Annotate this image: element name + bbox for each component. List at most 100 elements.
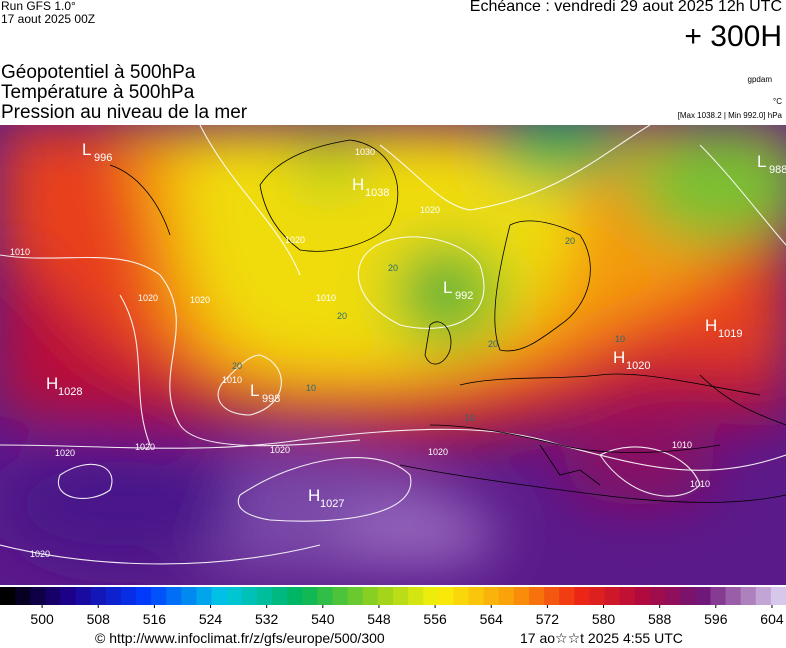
temperature-label: 10 xyxy=(615,334,625,344)
temperature-label: 20 xyxy=(565,236,575,246)
isobar-label: 1010 xyxy=(672,440,692,450)
colorbar-swatch xyxy=(574,587,590,605)
pressure-center-value: 992 xyxy=(455,290,473,302)
unit: gpdam xyxy=(747,75,772,84)
colorbar-swatch xyxy=(151,587,167,605)
pressure-center-kind: H xyxy=(352,175,364,194)
pressure-center-kind: H xyxy=(705,316,717,335)
colorbar-swatch xyxy=(15,587,31,605)
temperature-label: 20 xyxy=(388,263,398,273)
colorbar-swatch xyxy=(634,587,651,605)
offset: + 300H xyxy=(684,20,782,53)
colorbar-swatch xyxy=(75,587,92,605)
colorbar-swatch xyxy=(423,587,439,605)
pressure-center-kind: H xyxy=(46,374,58,393)
colorbar-swatch xyxy=(241,587,258,605)
colorbar-swatch xyxy=(166,587,182,605)
isobar-label: 1010 xyxy=(222,375,242,385)
unit: [Max 1038.2 | Min 992.0] hPa xyxy=(677,111,782,120)
temperature-label: 10 xyxy=(465,413,475,423)
isobar-label: 1030 xyxy=(355,147,375,157)
colorbar-swatch xyxy=(272,587,288,605)
timestamp: 17 ao☆☆t 2025 4:55 UTC xyxy=(520,630,683,646)
isobar-label: 1020 xyxy=(428,447,448,457)
colorbar-swatch xyxy=(105,587,122,605)
temperature-label: 20 xyxy=(488,339,498,349)
isobar-label: 1010 xyxy=(690,479,710,489)
colorbar-tick-label: 588 xyxy=(648,611,672,627)
colorbar-swatch xyxy=(287,587,303,605)
isobar-label: 1020 xyxy=(285,235,305,245)
colorbar-tick-label: 540 xyxy=(311,611,335,627)
colorbar-swatch xyxy=(604,587,621,605)
colorbar-swatch xyxy=(0,587,16,605)
colorbar-swatch xyxy=(559,587,575,605)
colorbar-swatch xyxy=(211,587,228,605)
colorbar-swatch xyxy=(483,587,500,605)
colorbar-swatch xyxy=(498,587,515,605)
colorbar-swatch xyxy=(695,587,711,605)
colorbar-tick-label: 596 xyxy=(704,611,728,627)
colorbar-swatch xyxy=(680,587,696,605)
colorbar-swatch xyxy=(136,587,152,605)
source-url[interactable]: © http://www.infoclimat.fr/z/gfs/europe/… xyxy=(95,630,385,646)
colorbar-swatch xyxy=(393,587,409,605)
colorbar-swatch xyxy=(740,587,757,605)
colorbar-tick-label: 532 xyxy=(255,611,279,627)
pressure-center-kind: L xyxy=(250,381,259,400)
colorbar-swatch xyxy=(468,587,485,605)
pressure-center-kind: H xyxy=(308,486,320,505)
colorbar-swatch xyxy=(544,587,560,605)
colorbar-tick-label: 572 xyxy=(536,611,560,627)
pressure-center-value: 1038 xyxy=(365,187,389,199)
colorbar-tick-label: 508 xyxy=(87,611,111,627)
title: Géopotentiel à 500hPa xyxy=(1,62,196,83)
colorbar-swatch xyxy=(45,587,61,605)
colorbar-swatch xyxy=(513,587,530,605)
pressure-center-value: 998 xyxy=(262,393,280,405)
colorbar-swatch xyxy=(30,587,46,605)
isobar-label: 1020 xyxy=(420,205,440,215)
colorbar-tick-label: 524 xyxy=(199,611,223,627)
colorbar-swatch xyxy=(332,587,349,605)
isobar-label: 1020 xyxy=(135,442,155,452)
colorbar-swatch xyxy=(649,587,666,605)
pressure-center-value: 1019 xyxy=(718,328,742,340)
echeance: Echéance : vendredi 29 aout 2025 12h UTC xyxy=(469,0,782,15)
colorbar-swatch xyxy=(770,587,786,605)
colorbar-swatch xyxy=(710,587,727,605)
colorbar-swatch xyxy=(362,587,379,605)
colorbar-tick-label: 556 xyxy=(423,611,447,627)
pressure-center-value: 996 xyxy=(94,152,112,164)
pressure-center-kind: H xyxy=(613,348,625,367)
colorbar-swatch xyxy=(529,587,545,605)
colorbar-swatch xyxy=(725,587,742,605)
pressure-center-value: 1028 xyxy=(58,386,82,398)
isobar-label: 1020 xyxy=(138,293,158,303)
colorbar-swatch xyxy=(90,587,107,605)
run-label: Run GFS 1.0° xyxy=(1,0,76,13)
colorbar-tick-label: 500 xyxy=(30,611,54,627)
colorbar-tick-label: 580 xyxy=(592,611,616,627)
colorbar-swatch xyxy=(408,587,424,605)
colorbar: 500 508 516 524 532 540 548 556 564 572 580 588 596 6… xyxy=(0,587,786,627)
temperature-label: 20 xyxy=(232,361,242,371)
unit: °C xyxy=(773,97,782,106)
colorbar-swatch xyxy=(120,587,137,605)
colorbar-tick-label: 564 xyxy=(480,611,504,627)
title: Pression au niveau de la mer xyxy=(1,102,248,123)
isobar-label: 1020 xyxy=(55,448,75,458)
colorbar-swatch xyxy=(302,587,318,605)
colorbar-tick-label: 604 xyxy=(760,611,784,627)
isobar-label: 1020 xyxy=(30,549,50,559)
colorbar-swatch xyxy=(619,587,636,605)
colorbar-swatch xyxy=(60,587,77,605)
colorbar-swatch xyxy=(438,587,454,605)
run-date: 17 aout 2025 00Z xyxy=(1,12,96,26)
pressure-center-value: 988 xyxy=(769,164,786,176)
colorbar-swatch xyxy=(347,587,364,605)
isobar-label: 1020 xyxy=(270,445,290,455)
colorbar-swatch xyxy=(453,587,470,605)
